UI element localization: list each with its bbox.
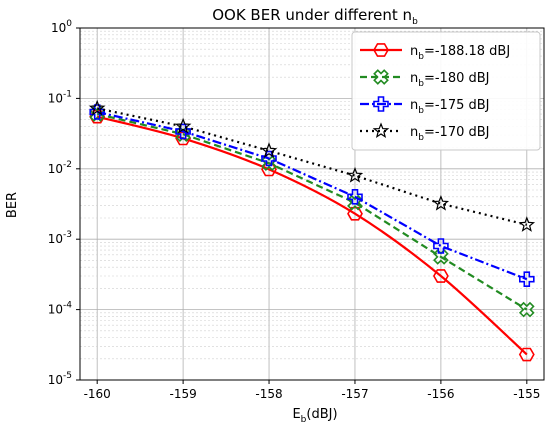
x-tick-label: -156 (427, 387, 454, 401)
data-point-star (88, 99, 106, 116)
series-layer (88, 99, 536, 362)
x-tick-label: -158 (255, 387, 282, 401)
data-point-hexagon (432, 269, 449, 283)
x-tick-label: -157 (341, 387, 368, 401)
data-point-plus (433, 238, 449, 254)
data-point-hexagon (347, 206, 363, 221)
legend-entry-2: nb=-180 dBJ (360, 69, 490, 89)
plot-frame (79, 27, 545, 381)
legend-label: nb=-175 dBJ (410, 98, 490, 116)
legend-marker (373, 69, 389, 85)
series-line (96, 107, 528, 226)
legend-label: nb=-170 dBJ (410, 125, 490, 143)
legend-box (351, 31, 541, 151)
x-tick-label: -155 (513, 387, 540, 401)
data-point-star (432, 194, 450, 211)
legend-label: nb=-180 dBJ (410, 71, 490, 89)
chart-title: OOK BER under different nb (212, 6, 418, 27)
legend-marker (373, 96, 389, 112)
y-tick-label: 100 (51, 19, 72, 35)
y-tick-label: 10-5 (48, 371, 72, 387)
y-axis-ticks: 10-5 10-4 10-3 10-2 10-1 100 (48, 19, 80, 387)
series-line (96, 110, 528, 281)
data-point-plus (175, 123, 191, 140)
series-line (96, 115, 528, 356)
data-point-plus (518, 271, 535, 288)
x-axis-ticks: -160 -159 -158 -157 -156 -155 (84, 380, 540, 401)
y-tick-label: 10-1 (48, 89, 72, 105)
data-point-star (518, 216, 536, 232)
legend-entry-3: nb=-175 dBJ (360, 96, 490, 116)
legend-marker (372, 122, 390, 139)
data-point-x-cross (347, 194, 363, 211)
y-tick-label: 10-3 (48, 230, 72, 246)
legend-entry-1: nb=-188.18 dBJ (360, 43, 510, 62)
legend-marker (373, 43, 389, 57)
y-axis-label: BER (5, 192, 20, 218)
series-line (96, 112, 528, 311)
y-tick-label: 10-4 (48, 301, 73, 317)
data-point-plus (347, 189, 363, 205)
x-axis-label: Eb(dBJ) (292, 407, 337, 425)
x-tick-label: -160 (84, 387, 111, 401)
data-point-star (260, 142, 278, 158)
y-tick-label: 10-2 (48, 160, 72, 176)
series-3 (89, 104, 535, 288)
data-point-star (346, 166, 364, 183)
legend-entry-4: nb=-170 dBJ (360, 122, 490, 143)
series-4 (88, 99, 536, 232)
data-point-hexagon (518, 347, 535, 362)
data-point-star (174, 117, 192, 134)
data-point-x-cross (518, 301, 535, 318)
legend-label: nb=-188.18 dBJ (410, 44, 510, 62)
x-tick-label: -159 (169, 387, 196, 401)
legend: nb=-188.18 dBJ nb=-180 dBJ nb=-175 dBJ nb=-… (351, 31, 541, 151)
